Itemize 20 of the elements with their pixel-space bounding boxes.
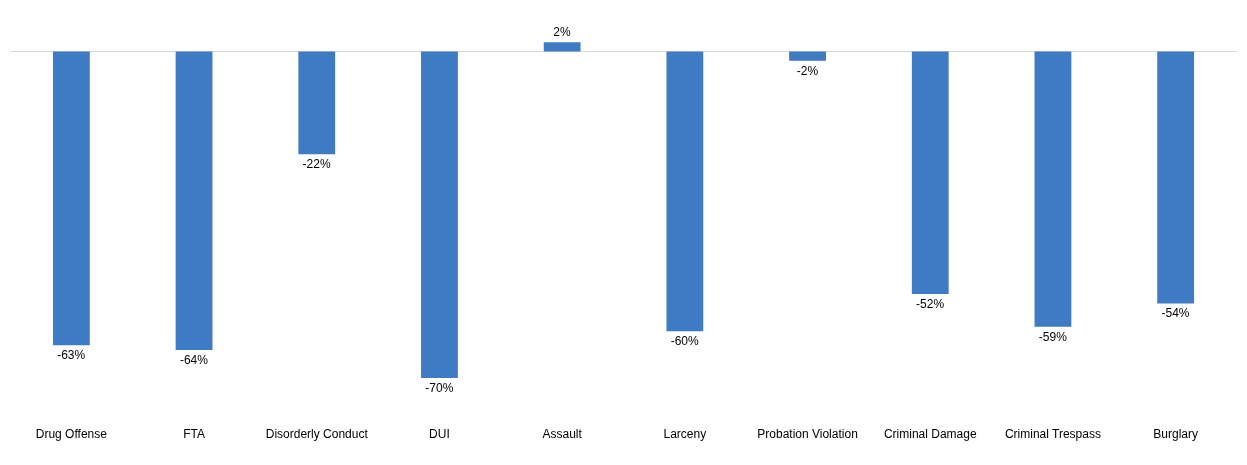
x-tick-label: Burglary: [1153, 427, 1198, 441]
x-tick-label: DUI: [429, 427, 450, 441]
x-tick-label: Criminal Damage: [883, 427, 977, 441]
data-label: -22%: [302, 157, 331, 172]
data-label: -70%: [425, 380, 454, 395]
data-label: 2%: [553, 25, 571, 40]
data-label: -63%: [57, 348, 86, 363]
x-tick-label: Larceny: [663, 427, 707, 441]
data-label: -60%: [670, 334, 700, 349]
x-tick-label: FTA: [183, 427, 205, 441]
x-tick-label: Assault: [542, 427, 583, 441]
data-label: -54%: [1161, 306, 1190, 321]
data-label: -2%: [796, 63, 819, 78]
data-label: -59%: [1038, 329, 1068, 344]
x-tick-label: Disorderly Conduct: [265, 427, 369, 441]
data-label: -52%: [916, 297, 945, 312]
x-tick-label: Criminal Trespass: [1004, 427, 1101, 441]
x-tick-label: Drug Offense: [35, 427, 108, 441]
data-label: -64%: [179, 353, 209, 368]
x-tick-label: Probation Violation: [757, 427, 858, 441]
